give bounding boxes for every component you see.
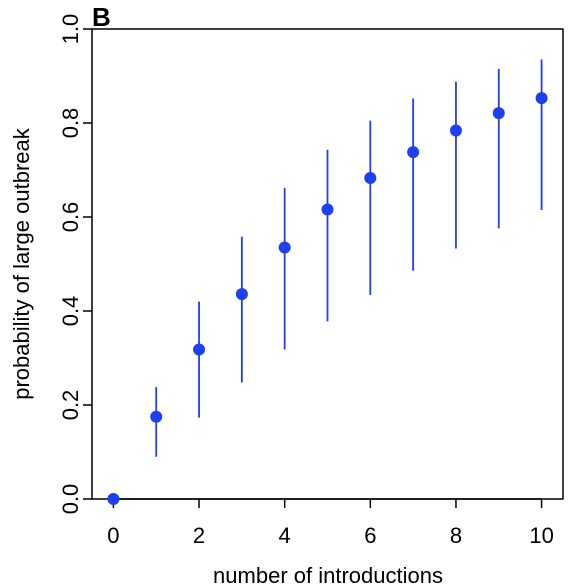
x-tick-label: 2 xyxy=(193,523,205,548)
data-point xyxy=(449,124,462,137)
panel-label: B xyxy=(92,2,111,32)
data-point xyxy=(107,493,120,505)
x-tick-label: 6 xyxy=(364,523,376,548)
y-tick-label: 1.0 xyxy=(58,14,83,45)
data-point xyxy=(235,288,248,301)
data-point xyxy=(407,146,420,159)
y-tick-label: 0.6 xyxy=(58,202,83,233)
y-tick-label: 0.8 xyxy=(58,108,83,139)
y-tick-label: 0.0 xyxy=(58,484,83,515)
x-tick-label: 10 xyxy=(529,523,553,548)
y-tick-label: 0.4 xyxy=(58,296,83,327)
data-point xyxy=(321,203,334,216)
x-tick-label: 4 xyxy=(279,523,291,548)
data-point xyxy=(193,343,206,356)
data-point xyxy=(278,241,291,254)
data-point xyxy=(364,171,377,184)
x-axis-title: number of introductions xyxy=(213,563,443,588)
data-point xyxy=(535,92,548,105)
x-axis: 0 2 4 6 8 10 xyxy=(107,498,554,548)
y-tick-label: 0.2 xyxy=(58,390,83,421)
data-points xyxy=(107,92,548,505)
y-axis-title: probability of large outbreak xyxy=(9,127,34,399)
y-axis: 0.0 0.2 0.4 0.6 0.8 1.0 xyxy=(58,14,92,515)
data-point xyxy=(150,410,163,423)
x-tick-label: 8 xyxy=(450,523,462,548)
error-bars xyxy=(155,59,543,457)
x-tick-label: 0 xyxy=(107,523,119,548)
data-point xyxy=(492,107,505,120)
